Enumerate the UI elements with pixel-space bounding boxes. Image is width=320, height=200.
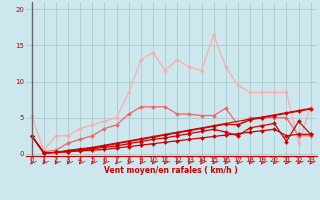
- X-axis label: Vent moyen/en rafales ( km/h ): Vent moyen/en rafales ( km/h ): [104, 166, 238, 175]
